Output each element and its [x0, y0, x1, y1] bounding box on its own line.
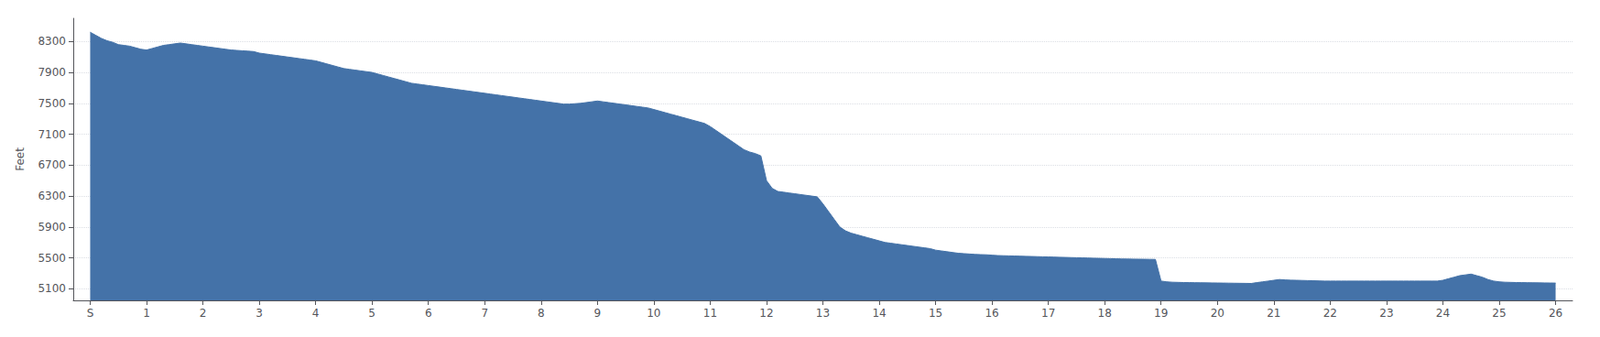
- svg-text:17: 17: [1041, 306, 1056, 320]
- svg-text:3: 3: [255, 306, 263, 320]
- svg-text:10: 10: [646, 306, 661, 320]
- svg-text:5: 5: [368, 306, 376, 320]
- svg-text:5100: 5100: [37, 282, 66, 295]
- svg-text:7: 7: [480, 306, 489, 320]
- svg-text:18: 18: [1098, 306, 1112, 320]
- svg-text:8: 8: [537, 306, 545, 320]
- svg-text:25: 25: [1491, 306, 1506, 320]
- svg-text:5500: 5500: [37, 251, 66, 265]
- svg-text:11: 11: [703, 306, 718, 320]
- svg-text:19: 19: [1153, 306, 1168, 320]
- svg-text:4: 4: [312, 306, 320, 320]
- svg-text:13: 13: [816, 306, 830, 320]
- svg-text:1: 1: [142, 306, 151, 320]
- svg-text:22: 22: [1323, 306, 1338, 320]
- svg-text:24: 24: [1436, 306, 1450, 320]
- svg-text:2: 2: [199, 306, 207, 320]
- svg-text:9: 9: [594, 306, 602, 320]
- svg-text:6300: 6300: [37, 189, 66, 203]
- svg-text:7100: 7100: [37, 128, 66, 142]
- svg-text:7500: 7500: [37, 97, 66, 110]
- svg-text:6: 6: [424, 306, 433, 320]
- svg-text:26: 26: [1548, 306, 1563, 320]
- svg-text:20: 20: [1210, 306, 1225, 320]
- svg-text:S: S: [87, 306, 95, 320]
- svg-text:8300: 8300: [37, 34, 66, 48]
- svg-text:7900: 7900: [37, 65, 66, 79]
- svg-text:6700: 6700: [37, 158, 66, 172]
- svg-text:23: 23: [1379, 306, 1394, 320]
- svg-text:Feet: Feet: [13, 147, 27, 172]
- svg-text:5900: 5900: [37, 220, 66, 234]
- svg-text:16: 16: [984, 306, 999, 320]
- svg-text:21: 21: [1266, 306, 1281, 320]
- svg-text:15: 15: [928, 306, 943, 320]
- svg-text:14: 14: [871, 306, 886, 320]
- svg-text:12: 12: [759, 306, 773, 320]
